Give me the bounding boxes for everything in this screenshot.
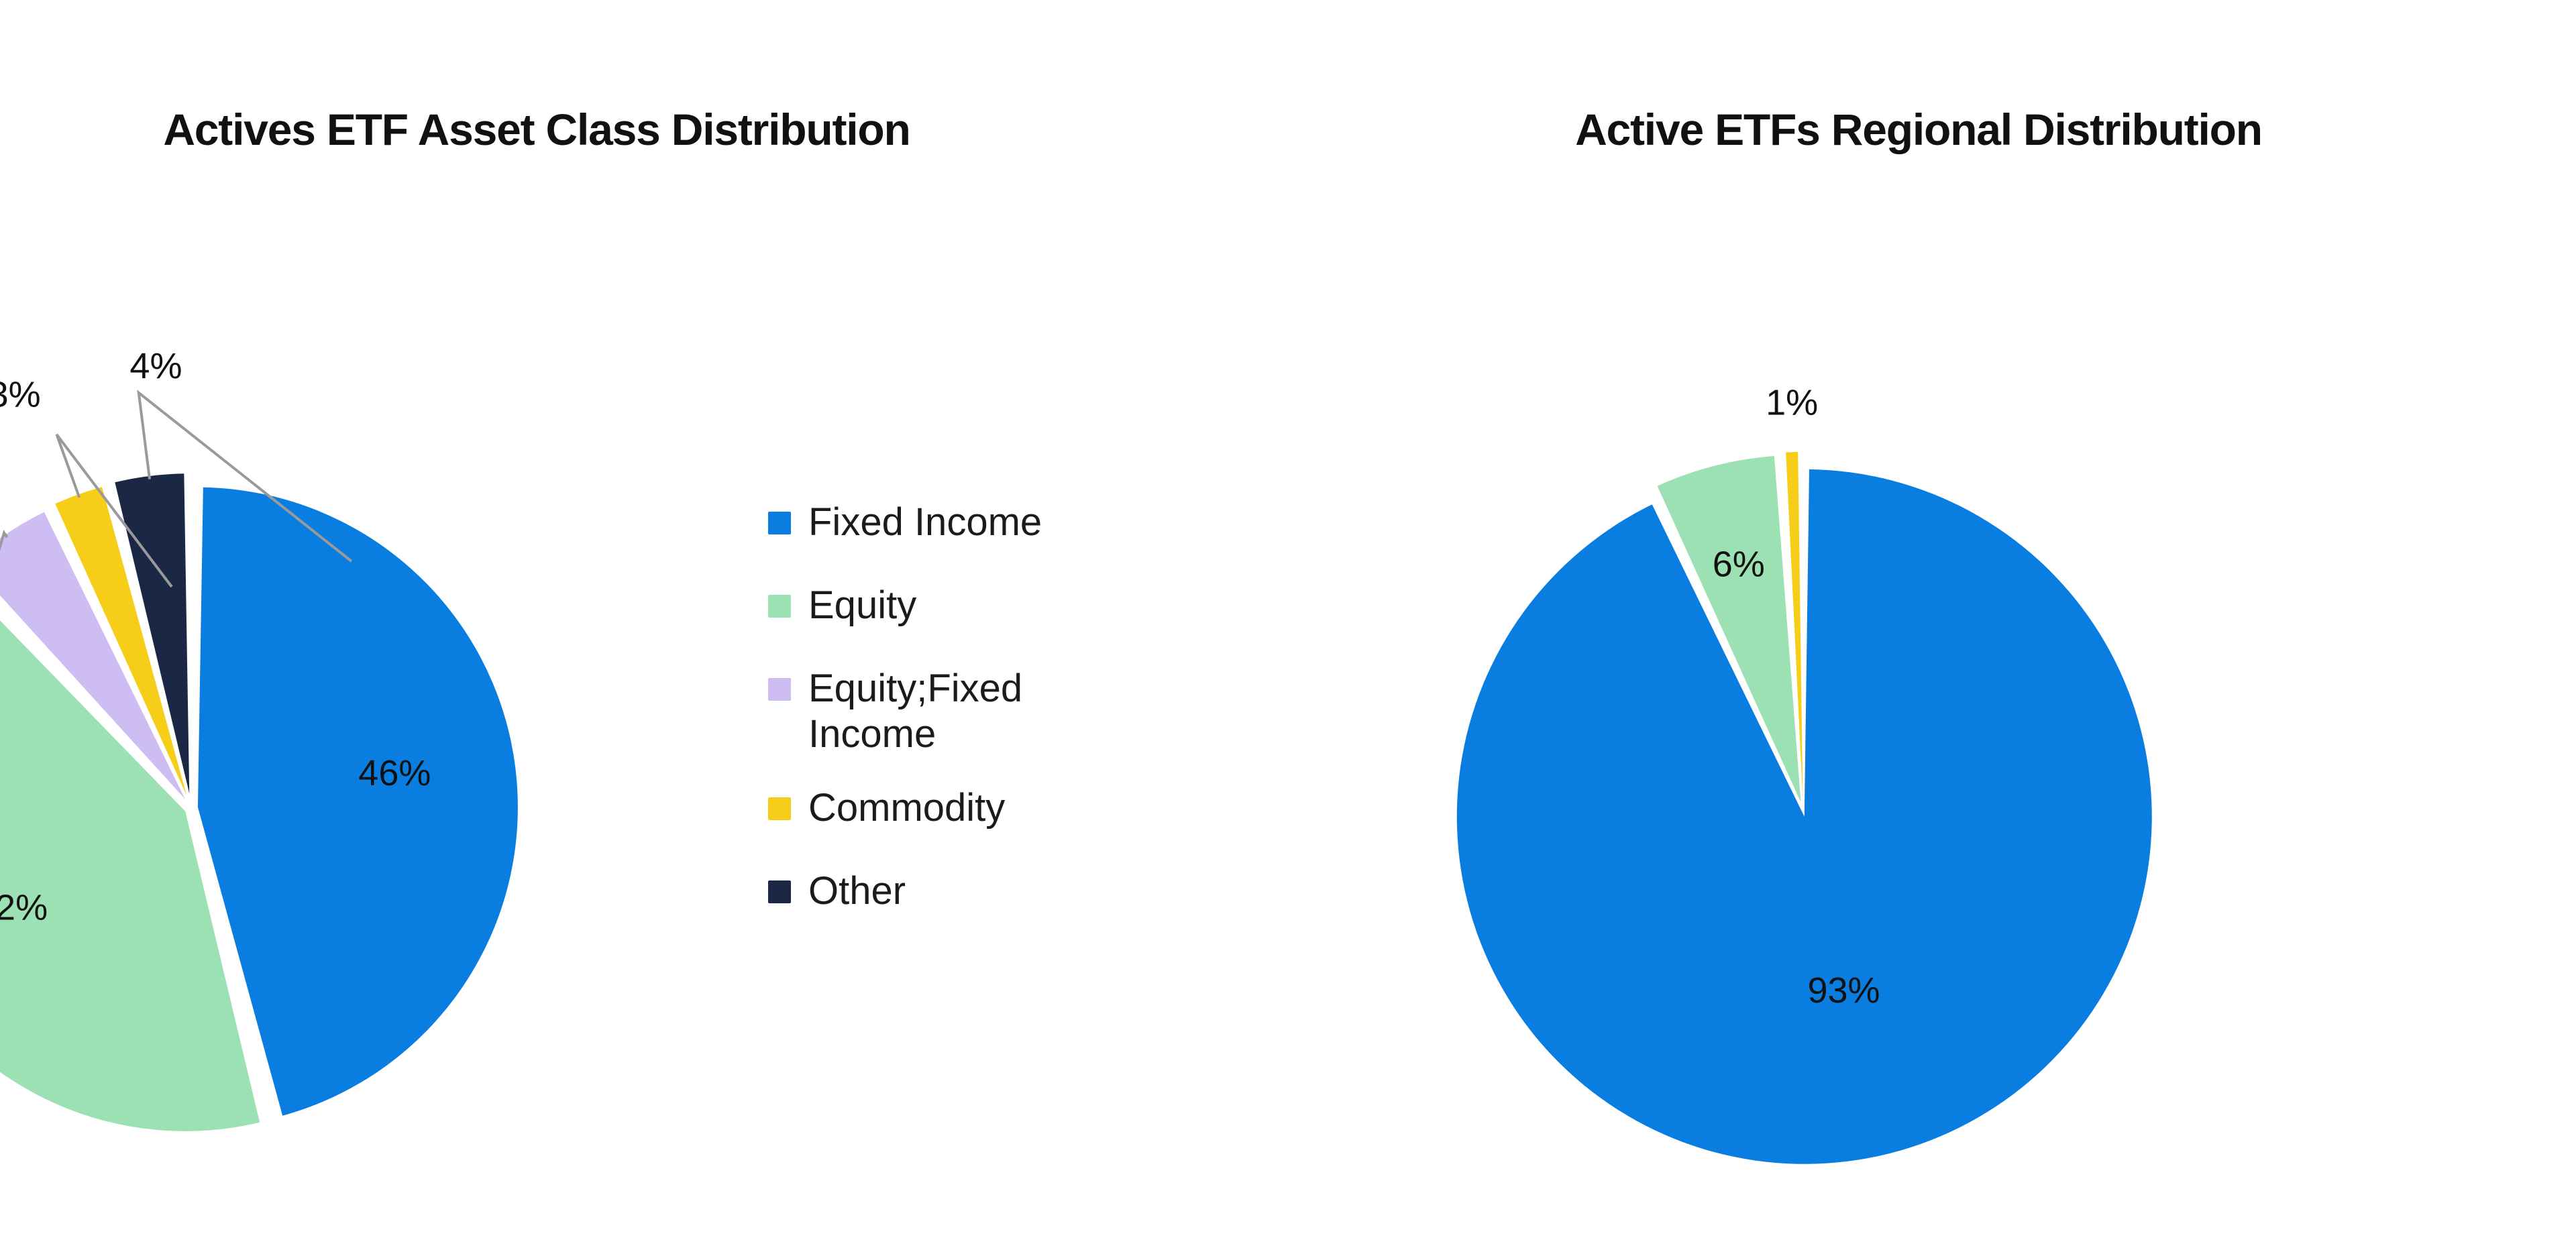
slice-label-apac: 1% <box>1766 383 1818 423</box>
asset-class-pie-panel: Actives ETF Asset Class Distribution 46%… <box>0 105 1042 1131</box>
legend-item[interactable]: Other <box>768 868 1042 923</box>
legend-asset-class: Fixed Income Equity Equity;Fixed Income Com… <box>768 500 1042 952</box>
pie-slice[interactable] <box>197 487 518 1116</box>
slice-label-europe: 6% <box>1713 544 1765 584</box>
pie-slice[interactable] <box>0 512 186 799</box>
pie-slice[interactable] <box>1456 469 2152 1164</box>
leader-lines-asset-class <box>0 390 353 588</box>
legend-item-label: Fixed Income <box>808 500 1042 544</box>
legend-item-label: Equity <box>808 583 917 627</box>
slice-label-commodity: 3% <box>0 375 41 415</box>
legend-item[interactable]: Equity;Fixed Income <box>768 666 1042 757</box>
leader-line <box>0 529 9 551</box>
pie-slice[interactable] <box>0 582 260 1131</box>
slice-label-fixed-income: 46% <box>358 753 431 793</box>
pie-slice[interactable] <box>115 473 190 794</box>
slice-label-other: 4% <box>129 346 182 386</box>
regional-pie-panel: Active ETFs Regional Distribution 93% 6%… <box>1288 0 2576 1254</box>
legend-swatch-icon <box>768 512 791 534</box>
pie-slices-asset-class <box>0 473 518 1131</box>
legend-item[interactable]: Equity <box>768 583 1042 638</box>
legend-item-label: Equity;Fixed Income <box>808 667 1023 756</box>
pie-slice[interactable] <box>1786 452 1803 800</box>
legend-swatch-icon <box>768 880 791 903</box>
slice-label-america: 93% <box>1807 970 1880 1011</box>
legend-swatch-icon <box>768 797 791 820</box>
page-title-asset-class: Actives ETF Asset Class Distribution <box>163 105 911 154</box>
pie-slice[interactable] <box>1657 455 1801 803</box>
legend-swatch-icon <box>768 595 791 618</box>
legend-item[interactable]: Fixed Income <box>768 500 1042 555</box>
regional-pie-chart: 93% 6% 1% <box>1456 383 2152 1164</box>
leader-line <box>137 390 353 563</box>
asset-class-pie-chart: 46% 42% 5% 3% 4% <box>0 346 518 1131</box>
pie-slices-regional <box>1456 452 2152 1164</box>
legend-item-label: Commodity <box>808 786 1006 830</box>
legend-swatch-icon <box>768 678 791 701</box>
page-title-regional: Active ETFs Regional Distribution <box>1575 105 2263 154</box>
leader-line <box>55 433 173 588</box>
pie-slice[interactable] <box>55 487 187 796</box>
slice-label-equity: 42% <box>0 888 48 928</box>
legend-item[interactable]: Commodity <box>768 785 1042 840</box>
legend-item-label: Other <box>808 869 906 913</box>
